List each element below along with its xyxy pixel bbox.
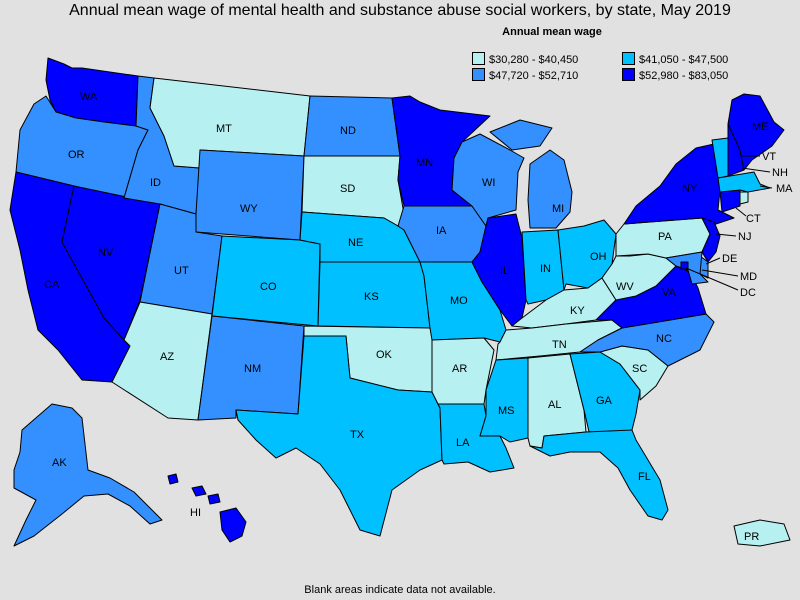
legend-swatch [622, 52, 635, 65]
label-OH: OH [590, 251, 607, 263]
legend-item-r4: $52,980 - $83,050 [622, 68, 728, 82]
label-MD: MD [740, 271, 757, 283]
label-ID: ID [150, 177, 161, 189]
label-FL: FL [638, 471, 651, 483]
label-KY: KY [570, 305, 585, 317]
label-WY: WY [240, 203, 258, 215]
label-CO: CO [260, 281, 277, 293]
label-MN: MN [416, 157, 433, 169]
legend-item-r3: $47,720 - $52,710 [472, 68, 578, 82]
label-KS: KS [364, 291, 379, 303]
label-leader-lines [685, 155, 773, 291]
legend: Annual mean wage $30,280 - $40,450 $41,0… [462, 26, 728, 82]
state-labels: WA OR CA NV ID MT WY UT AZ CO NM ND SD N… [44, 91, 793, 543]
label-NJ: NJ [738, 231, 751, 243]
label-HI: HI [190, 507, 201, 519]
label-MO: MO [450, 295, 468, 307]
label-NY: NY [682, 183, 698, 195]
state-RI[interactable] [739, 191, 749, 205]
state-MI[interactable] [489, 119, 573, 229]
legend-swatch [622, 68, 635, 81]
label-NM: NM [244, 363, 261, 375]
label-IL: IL [500, 265, 509, 277]
label-SD: SD [340, 183, 355, 195]
label-DC: DC [740, 287, 756, 299]
label-NV: NV [98, 247, 114, 259]
state-AR[interactable] [431, 337, 495, 405]
legend-title: Annual mean wage [502, 26, 602, 38]
state-WI[interactable] [451, 133, 525, 227]
legend-label: $41,050 - $47,500 [639, 54, 729, 66]
label-OK: OK [376, 349, 393, 361]
legend-item-r1: $30,280 - $40,450 [472, 52, 578, 66]
footnote: Blank areas indicate data not available. [304, 584, 496, 596]
label-AZ: AZ [160, 351, 174, 363]
legend-label: $30,280 - $40,450 [489, 54, 579, 66]
state-NJ[interactable] [701, 217, 721, 263]
label-PR: PR [744, 531, 759, 543]
label-WV: WV [616, 281, 634, 293]
label-OR: OR [68, 149, 85, 161]
label-ND: ND [340, 125, 356, 137]
state-AK[interactable] [13, 403, 163, 547]
label-MT: MT [216, 123, 232, 135]
state-WY[interactable] [195, 149, 305, 241]
label-MA: MA [776, 183, 793, 195]
label-MI: MI [552, 203, 564, 215]
legend-label: $52,980 - $83,050 [639, 70, 729, 82]
label-ME: ME [752, 121, 769, 133]
label-CT: CT [746, 213, 761, 225]
label-AL: AL [548, 399, 561, 411]
label-DE: DE [722, 253, 737, 265]
label-UT: UT [174, 265, 189, 277]
label-LA: LA [456, 437, 470, 449]
legend-swatch [472, 52, 485, 65]
state-TX[interactable] [235, 335, 443, 537]
label-MS: MS [498, 405, 515, 417]
label-AK: AK [52, 457, 67, 469]
label-IA: IA [436, 225, 447, 237]
state-NC[interactable] [579, 313, 715, 367]
state-FL[interactable] [529, 429, 669, 521]
legend-item-r2: $41,050 - $47,500 [622, 52, 728, 66]
state-PR[interactable] [733, 519, 791, 547]
label-TX: TX [350, 429, 365, 441]
legend-label: $47,720 - $52,710 [489, 70, 579, 82]
label-GA: GA [596, 395, 613, 407]
map-title: Annual mean wage of mental health and su… [69, 2, 731, 19]
label-PA: PA [658, 231, 673, 243]
label-VT: VT [762, 151, 776, 163]
state-ME[interactable] [727, 93, 785, 171]
label-IN: IN [540, 263, 551, 275]
label-NE: NE [348, 237, 363, 249]
label-SC: SC [632, 363, 647, 375]
label-WI: WI [482, 177, 495, 189]
label-CA: CA [44, 279, 60, 291]
state-HI[interactable] [167, 473, 247, 543]
label-VA: VA [662, 287, 677, 299]
label-NH: NH [772, 167, 788, 179]
state-MA[interactable] [717, 171, 771, 193]
label-AR: AR [452, 363, 467, 375]
label-WA: WA [80, 91, 98, 103]
legend-swatch [472, 68, 485, 81]
label-TN: TN [552, 339, 567, 351]
label-NC: NC [656, 333, 672, 345]
